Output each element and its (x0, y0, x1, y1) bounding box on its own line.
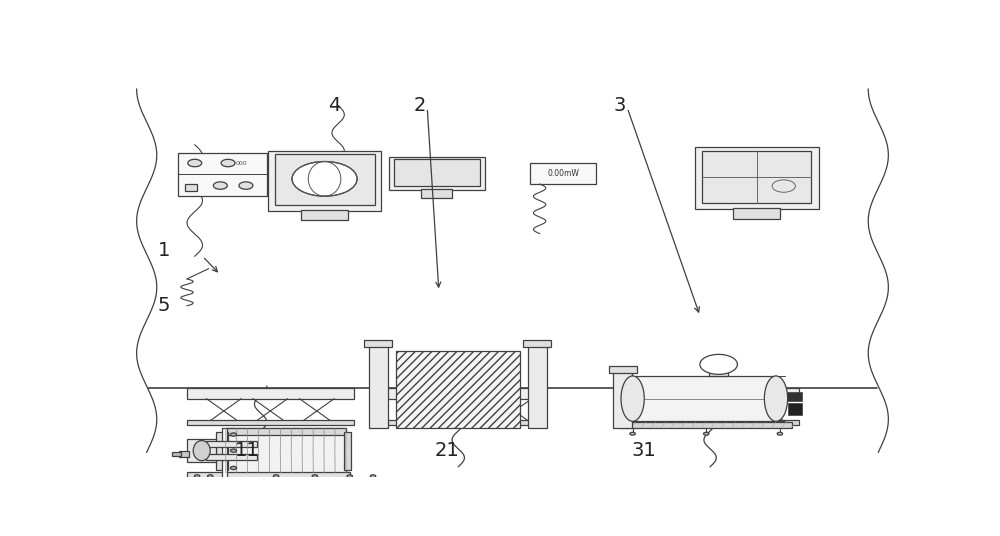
Ellipse shape (312, 475, 318, 478)
Bar (528, 345, 547, 428)
Ellipse shape (630, 432, 635, 435)
Ellipse shape (230, 466, 237, 470)
Ellipse shape (347, 475, 352, 478)
Ellipse shape (704, 432, 709, 435)
Bar (216, 431, 228, 470)
Bar (709, 368, 728, 376)
Ellipse shape (193, 441, 210, 460)
Bar (385, 420, 540, 426)
Text: 3: 3 (613, 96, 626, 115)
Bar (344, 431, 351, 470)
Bar (206, 454, 257, 460)
Ellipse shape (764, 376, 788, 421)
Bar (301, 210, 348, 220)
Ellipse shape (777, 432, 783, 435)
Bar (178, 153, 267, 196)
Bar (613, 370, 632, 428)
Bar (385, 388, 540, 399)
Bar (275, 154, 375, 205)
Ellipse shape (221, 159, 235, 167)
Bar (206, 441, 257, 447)
Bar (187, 420, 354, 426)
Ellipse shape (292, 161, 357, 196)
Bar (388, 157, 485, 190)
Ellipse shape (239, 182, 253, 189)
Text: 5: 5 (158, 296, 170, 315)
Text: 2: 2 (414, 96, 426, 115)
Bar (172, 451, 181, 456)
Ellipse shape (370, 475, 376, 478)
Bar (364, 340, 392, 347)
Bar (786, 392, 802, 401)
Bar (530, 162, 596, 184)
Bar (268, 151, 381, 211)
Bar (226, 428, 346, 435)
Bar (621, 420, 799, 426)
Bar (369, 345, 388, 428)
Text: 000: 000 (235, 160, 247, 166)
Bar (185, 184, 197, 191)
Text: 11: 11 (235, 441, 260, 460)
Bar (695, 147, 819, 209)
Ellipse shape (208, 475, 213, 478)
Ellipse shape (194, 475, 200, 478)
Ellipse shape (188, 159, 202, 167)
Text: 21: 21 (435, 441, 460, 460)
Text: 31: 31 (632, 441, 657, 460)
Ellipse shape (273, 475, 279, 478)
Text: 0.00mW: 0.00mW (547, 169, 579, 178)
Ellipse shape (621, 376, 644, 421)
Ellipse shape (230, 449, 237, 452)
Bar (702, 151, 811, 203)
Text: 1: 1 (158, 241, 170, 259)
Text: 4: 4 (328, 96, 340, 115)
Bar (621, 422, 792, 428)
Bar (394, 159, 480, 186)
Bar (633, 376, 776, 421)
Bar (222, 428, 227, 480)
Bar (396, 351, 520, 428)
Bar (788, 403, 802, 415)
Bar (421, 189, 452, 198)
Bar (187, 388, 354, 399)
Ellipse shape (230, 433, 237, 436)
Bar (523, 340, 551, 347)
Bar (226, 428, 346, 473)
Bar (187, 472, 350, 480)
Bar (733, 208, 780, 219)
Bar (609, 366, 637, 373)
Ellipse shape (700, 354, 737, 374)
Ellipse shape (213, 182, 227, 189)
Bar (621, 388, 799, 399)
Bar (187, 440, 216, 462)
Bar (179, 451, 189, 457)
